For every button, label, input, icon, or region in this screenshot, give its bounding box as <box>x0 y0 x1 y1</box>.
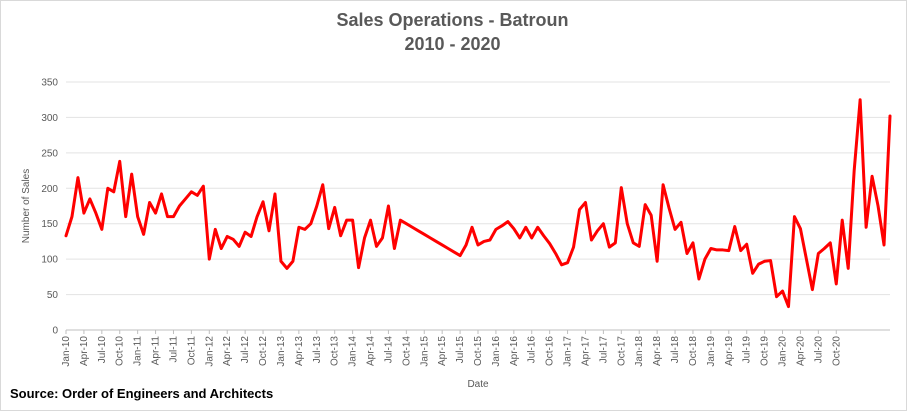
x-tick-label: Jan-14 <box>348 336 359 367</box>
x-tick-label: Jul-18 <box>670 336 681 364</box>
x-tick-label: Oct-17 <box>616 336 627 366</box>
x-tick-label: Apr-10 <box>79 336 90 366</box>
x-tick-label: Apr-11 <box>151 336 162 366</box>
y-tick-label: 50 <box>47 290 59 301</box>
x-tick-label: Oct-11 <box>186 336 197 366</box>
x-tick-label: Jan-10 <box>61 336 72 367</box>
x-tick-label: Oct-10 <box>115 336 126 366</box>
x-tick-label: Apr-12 <box>222 336 233 366</box>
x-tick-label: Jan-16 <box>491 336 502 367</box>
x-tick-label: Oct-12 <box>258 336 269 366</box>
x-tick-label: Jul-20 <box>813 336 824 364</box>
x-tick-label: Jul-10 <box>97 336 108 364</box>
y-tick-label: 0 <box>52 326 58 337</box>
series-line <box>64 98 892 309</box>
y-tick-label: 200 <box>41 184 58 195</box>
series-group <box>64 98 892 309</box>
y-axis-title: Number of Sales <box>21 169 32 243</box>
x-axis-title: Date <box>467 379 489 390</box>
x-tick-label: Apr-14 <box>366 336 377 366</box>
x-tick-label: Oct-14 <box>401 336 412 366</box>
y-tick-label: 250 <box>41 148 58 159</box>
x-tick-label: Apr-15 <box>437 336 448 366</box>
y-tick-label: 100 <box>41 255 58 266</box>
chart-title: Sales Operations - Batroun <box>336 10 569 30</box>
x-tick-label: Apr-13 <box>294 336 305 366</box>
x-tick-label: Oct-18 <box>688 336 699 366</box>
x-tick-label: Jul-13 <box>312 336 323 364</box>
y-tick-label: 150 <box>41 219 58 230</box>
y-tick-label: 300 <box>41 113 58 124</box>
x-tick-label: Jan-15 <box>419 336 430 367</box>
x-tick-label: Jul-17 <box>598 336 609 364</box>
x-tick-label: Oct-13 <box>330 336 341 366</box>
x-tick-label: Apr-16 <box>509 336 520 366</box>
x-tick-label: Jan-12 <box>204 336 215 367</box>
gridlines <box>66 81 890 331</box>
x-tick-label: Jul-11 <box>168 336 179 363</box>
x-tick-label: Apr-20 <box>795 336 806 366</box>
x-tick-label: Jan-18 <box>634 336 645 367</box>
x-tick-label: Jul-15 <box>455 336 466 364</box>
x-tick-label: Oct-20 <box>831 336 842 366</box>
x-tick-label: Jan-20 <box>778 336 789 367</box>
x-tick-label: Jul-19 <box>742 336 753 364</box>
x-tick-label: Jul-14 <box>383 336 394 364</box>
x-tick-label: Jan-17 <box>563 336 574 367</box>
x-tick-label: Jul-16 <box>527 336 538 364</box>
chart-subtitle: 2010 - 2020 <box>404 34 501 54</box>
x-tick-label: Oct-19 <box>760 336 771 366</box>
y-tick-label: 350 <box>41 78 58 89</box>
source-note: Source: Order of Engineers and Architect… <box>10 386 274 401</box>
x-axis-ticks: Jan-10 Apr-10 Jul-10 Oct-10 Jan-11 Apr-11 Jul-… <box>61 330 842 367</box>
x-tick-label: Apr-19 <box>724 336 735 366</box>
x-tick-label: Jan-19 <box>706 336 717 367</box>
x-tick-label: Jul-12 <box>240 336 251 364</box>
x-tick-label: Apr-17 <box>580 336 591 366</box>
x-tick-label: Oct-16 <box>545 336 556 366</box>
x-tick-label: Jan-11 <box>133 336 144 366</box>
x-tick-label: Apr-18 <box>652 336 663 366</box>
x-tick-label: Oct-15 <box>473 336 484 366</box>
x-tick-label: Jan-13 <box>276 336 287 367</box>
y-axis-ticks: 0 50 100 150 200 250 300 350 <box>41 78 58 337</box>
